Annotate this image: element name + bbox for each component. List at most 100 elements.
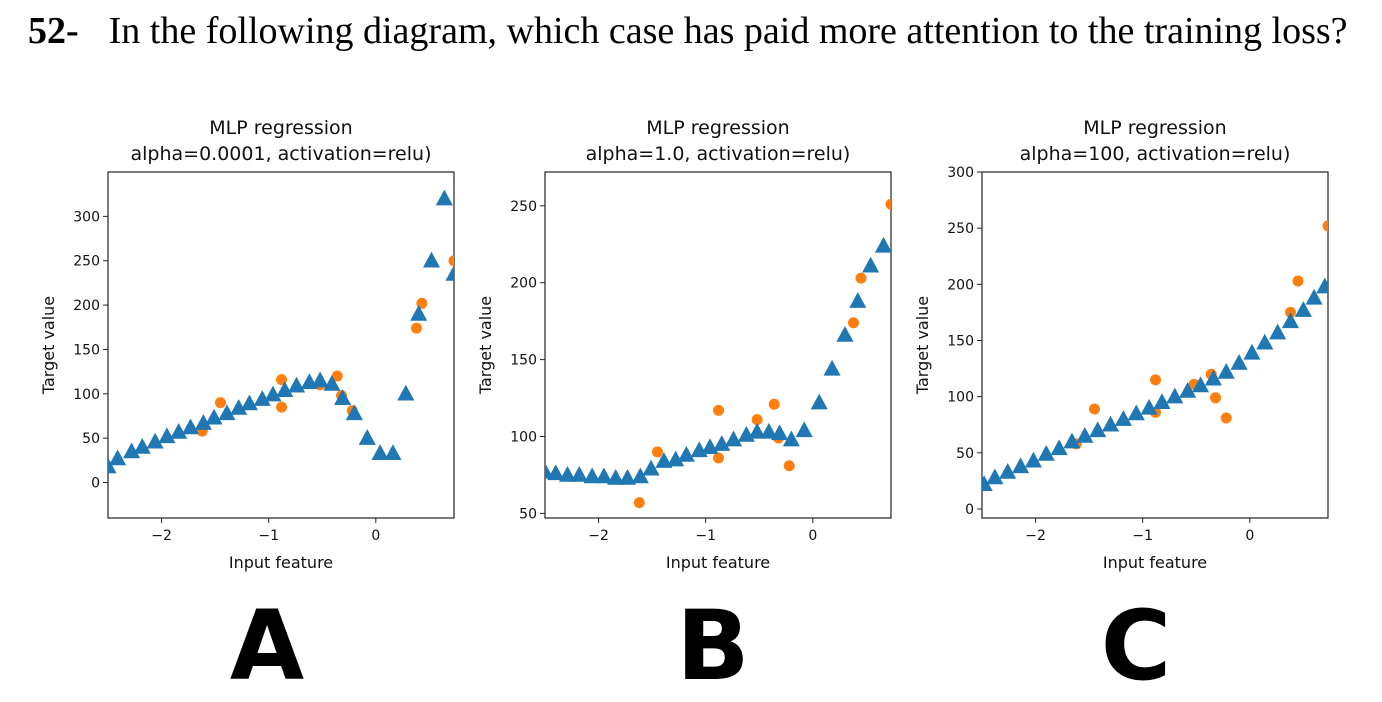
chart-b-model-point bbox=[583, 467, 601, 484]
chart-c-model-point bbox=[1179, 382, 1197, 398]
chart-b-model-point bbox=[836, 326, 854, 342]
chart-panel-b: MLP regression alpha=1.0, activation=relu… bbox=[467, 110, 907, 585]
chart-c-model-point bbox=[1089, 421, 1107, 438]
chart-c-model-point bbox=[1063, 432, 1081, 449]
chart-c-model-point bbox=[999, 462, 1017, 479]
chart-a-xlabel: Input feature bbox=[229, 553, 333, 572]
chart-b-model-point bbox=[795, 421, 813, 438]
chart-c-xlabel: Input feature bbox=[1103, 553, 1207, 572]
chart-b-model-point bbox=[724, 430, 743, 447]
chart-c-model-point bbox=[1101, 415, 1120, 432]
chart-b-model-point bbox=[823, 359, 841, 376]
chart-c-data-point bbox=[1150, 374, 1162, 386]
chart-c-data-point bbox=[1322, 220, 1328, 232]
chart-b-model-point bbox=[782, 430, 800, 447]
option-letter-c: C bbox=[1100, 590, 1172, 702]
chart-c-model-point bbox=[1140, 398, 1158, 415]
chart-b-subtitle: alpha=1.0, activation=relu) bbox=[586, 143, 851, 165]
chart-c-model-point bbox=[1166, 387, 1184, 404]
chart-c-subtitle: alpha=100, activation=relu) bbox=[1020, 143, 1291, 165]
chart-a-subtitle: alpha=0.0001, activation=relu) bbox=[131, 143, 432, 165]
chart-a-ytick-label: 250 bbox=[73, 254, 100, 270]
chart-c-model-point bbox=[1127, 404, 1145, 421]
chart-c-model-point bbox=[986, 468, 1004, 485]
chart-b-model-point bbox=[570, 465, 588, 482]
chart-c-model-point bbox=[1217, 362, 1235, 379]
chart-c-model-point bbox=[1269, 323, 1287, 340]
chart-b-ytick-label: 50 bbox=[519, 506, 537, 522]
question-body: In the following diagram, which case has… bbox=[108, 10, 1348, 52]
chart-c-model-point bbox=[1076, 426, 1094, 443]
chart-b-model-point bbox=[607, 469, 625, 485]
chart-b-ytick-label: 150 bbox=[510, 353, 537, 369]
chart-c-ytick-label: 250 bbox=[947, 221, 974, 237]
chart-a-model-point bbox=[230, 398, 248, 415]
chart-c-model-point bbox=[1191, 376, 1210, 393]
chart-b-data-point bbox=[713, 404, 725, 416]
chart-a-model-point bbox=[345, 404, 363, 421]
chart-c-model-point bbox=[1256, 333, 1274, 350]
chart-a-model-point bbox=[410, 304, 428, 321]
chart-c-model-point bbox=[1316, 277, 1328, 294]
chart-a-model-point bbox=[218, 404, 236, 421]
chart-b-data-point bbox=[651, 446, 663, 458]
chart-c-ytick-label: 50 bbox=[956, 446, 974, 462]
chart-b-ytick-label: 250 bbox=[510, 199, 537, 215]
chart-c-data-point bbox=[1210, 392, 1222, 404]
chart-b-model-point bbox=[677, 445, 695, 462]
chart-b-ytick-label: 200 bbox=[510, 276, 537, 292]
chart-c-model-point bbox=[1012, 457, 1030, 474]
chart-a-model-point bbox=[109, 449, 127, 466]
chart-b-model-point bbox=[642, 459, 660, 476]
chart-a-data-point bbox=[276, 401, 288, 413]
chart-c-data-point bbox=[1220, 412, 1232, 424]
chart-a-model-point bbox=[435, 189, 453, 206]
chart-c-ylabel: Target value bbox=[913, 296, 932, 395]
option-letter-b: B bbox=[676, 590, 750, 702]
chart-a-model-point bbox=[334, 389, 352, 405]
chart-b-title: MLP regression bbox=[646, 117, 789, 139]
chart-a-model-point bbox=[123, 442, 141, 459]
chart-b-model-point bbox=[558, 465, 577, 482]
chart-a-model-point bbox=[358, 429, 376, 445]
chart-c-xtick-label: 0 bbox=[1245, 528, 1254, 544]
chart-a-model-point bbox=[323, 375, 341, 391]
chart-a-model-point bbox=[253, 390, 271, 406]
chart-b-model-point bbox=[631, 467, 649, 484]
chart-a-xtick-label: 0 bbox=[371, 528, 380, 544]
chart-a-ytick-label: 100 bbox=[73, 387, 100, 403]
chart-a-ytick-label: 0 bbox=[91, 476, 100, 492]
chart-a-model-point bbox=[264, 385, 282, 402]
chart-b-model-point bbox=[810, 393, 828, 410]
chart-b-ytick-label: 100 bbox=[510, 429, 537, 445]
chart-a: MLP regression alpha=0.0001, activation=r… bbox=[39, 117, 455, 572]
chart-a-model-point bbox=[170, 422, 188, 439]
question-number: 52- bbox=[28, 10, 79, 52]
chart-c-model-point bbox=[1050, 439, 1068, 456]
chart-c-data-point bbox=[1292, 275, 1304, 287]
chart-b-model-point bbox=[849, 292, 867, 308]
chart-a-model-point bbox=[205, 408, 223, 425]
chart-c-marks bbox=[982, 220, 1328, 492]
chart-c-ytick-label: 150 bbox=[947, 334, 974, 350]
chart-c-data-point bbox=[1088, 403, 1100, 415]
chart-b-model-point bbox=[862, 256, 880, 273]
chart-c-model-point bbox=[1024, 451, 1042, 468]
chart-c-ytick-label: 200 bbox=[947, 277, 974, 293]
chart-a-model-point bbox=[108, 457, 117, 474]
chart-a-model-point bbox=[445, 265, 454, 281]
chart-c-model-point bbox=[1294, 301, 1312, 317]
chart-a-model-point bbox=[422, 251, 441, 268]
option-letter-a: A bbox=[229, 590, 305, 702]
chart-c-model-point bbox=[1114, 410, 1132, 426]
chart-a-marks bbox=[108, 189, 454, 474]
chart-b-data-point bbox=[848, 317, 860, 329]
chart-b-xtick-label: −2 bbox=[588, 528, 609, 544]
chart-a-ytick-label: 50 bbox=[82, 431, 100, 447]
chart-b-data-point bbox=[855, 272, 867, 284]
chart-c-ytick-label: 100 bbox=[947, 390, 974, 406]
chart-c-model-point bbox=[1204, 369, 1222, 386]
chart-c-model-point bbox=[1153, 393, 1171, 410]
chart-a-model-point bbox=[240, 394, 258, 411]
chart-a-model-point bbox=[276, 381, 294, 397]
